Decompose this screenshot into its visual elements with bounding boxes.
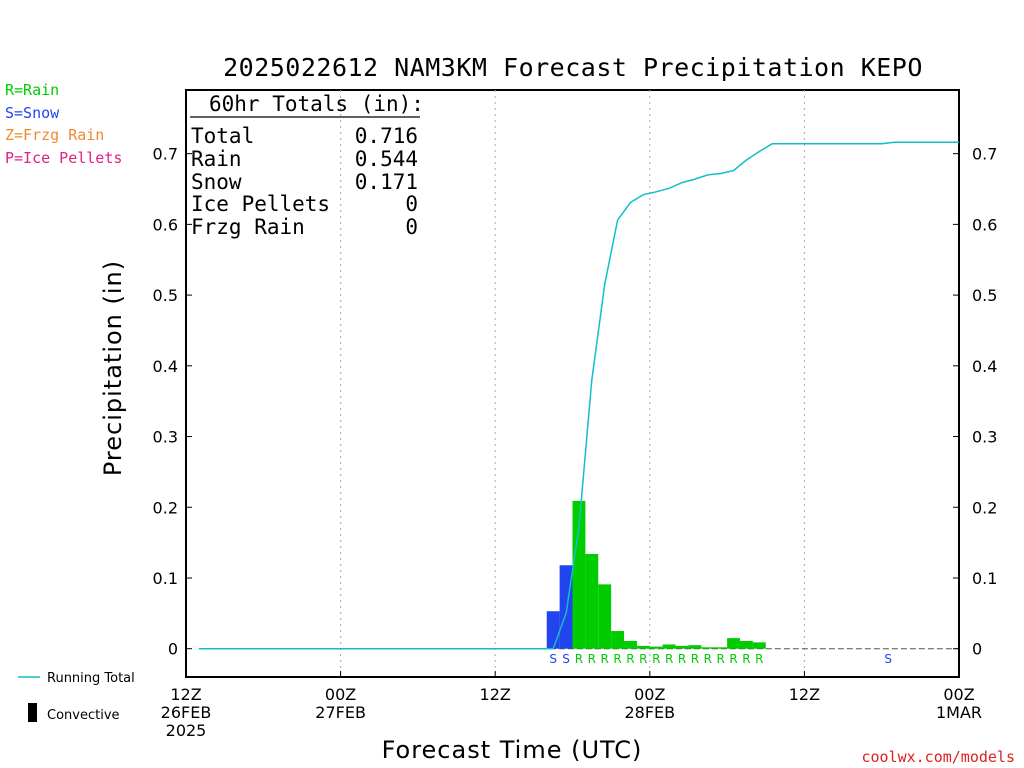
totals-row-label: Snow [191, 170, 242, 194]
y-tick-label-right: 0.1 [972, 569, 997, 588]
precip-type-marker: R [588, 652, 596, 666]
totals-row-value: 0.544 [355, 147, 418, 171]
y-tick-label-right: 0 [972, 640, 982, 659]
snow-bar [546, 611, 560, 649]
precip-type-legend: R=Rain S=Snow Z=Frzg Rain P=Ice Pellets [5, 81, 122, 167]
precip-type-marker: R [652, 652, 660, 666]
precip-type-marker: R [575, 652, 583, 666]
precip-type-marker: R [601, 652, 609, 666]
convective-legend-label: Convective [47, 708, 120, 723]
rain-bar [675, 645, 689, 649]
precip-type-marker: R [626, 652, 634, 666]
legend-snow: S=Snow [5, 104, 60, 122]
y-tick-label-right: 0.4 [972, 357, 997, 376]
convective-legend-swatch [28, 703, 37, 722]
y-tick-label-left: 0.7 [153, 145, 178, 164]
series-legend: Running Total Convective [18, 671, 135, 723]
precip-type-marker: R [691, 652, 699, 666]
precip-type-marker: S [562, 652, 570, 666]
precip-type-marker: R [639, 652, 647, 666]
totals-row-label: Ice Pellets [191, 192, 330, 216]
totals-row-label: Frzg Rain [191, 215, 305, 239]
precip-type-marker: R [755, 652, 763, 666]
legend-rain: R=Rain [5, 81, 59, 99]
rain-bar [572, 500, 586, 649]
precip-type-marker: R [742, 652, 750, 666]
totals-row-label: Total [191, 124, 254, 148]
precip-type-marker: S [884, 652, 892, 666]
running-total-polyline [198, 141, 959, 650]
x-tick-label: 12Z [480, 685, 511, 704]
rain-bar [649, 646, 663, 649]
y-tick-label-left: 0.5 [153, 286, 178, 305]
totals-row-label: Rain [191, 147, 242, 171]
totals-row-value: 0 [405, 215, 418, 239]
x-tick-label: 2025 [166, 721, 207, 740]
y-tick-label-left: 0.1 [153, 569, 178, 588]
totals-row-value: 0.716 [355, 124, 418, 148]
y-tick-label-right: 0.5 [972, 286, 997, 305]
y-tick-label-right: 0.7 [972, 145, 997, 164]
running-total-legend-label: Running Total [47, 671, 135, 686]
totals-row-value: 0.171 [355, 170, 418, 194]
legend-ice-pellets: P=Ice Pellets [5, 149, 122, 167]
rain-bar [727, 638, 740, 649]
x-axis-label: Forecast Time (UTC) [382, 736, 643, 764]
precip-type-marker: R [729, 652, 737, 666]
x-tick-label: 00Z [634, 685, 665, 704]
y-axis-ticks: 0 00.1 0.10.2 0.20.3 0.30.4 0.40.5 0.50.6 0.60.… [153, 145, 998, 659]
x-tick-label: 28FEB [624, 703, 675, 722]
rain-bar [739, 640, 753, 649]
rain-bar [688, 645, 702, 649]
y-tick-label-right: 0.2 [972, 498, 997, 517]
running-total-line [198, 141, 959, 650]
rain-bar [662, 644, 676, 649]
rain-bar [585, 553, 599, 649]
vertical-gridlines [340, 90, 805, 677]
rain-bar [636, 645, 650, 649]
rain-bar [714, 647, 728, 649]
y-tick-label-left: 0 [168, 640, 178, 659]
precip-type-marker: R [665, 652, 673, 666]
y-axis-label: Precipitation (in) [99, 260, 127, 476]
y-tick-label-left: 0.4 [153, 357, 178, 376]
x-tick-label: 12Z [789, 685, 820, 704]
precip-type-marker: R [704, 652, 712, 666]
totals-heading: 60hr Totals (in): [209, 92, 424, 116]
precip-type-marker: S [549, 652, 557, 666]
rain-bar [624, 640, 637, 649]
precip-type-marker: R [716, 652, 724, 666]
rain-bar [701, 647, 715, 649]
plot-frame [185, 89, 960, 678]
chart-title: 2025022612 NAM3KM Forecast Precipitation… [223, 53, 923, 82]
rain-bar [752, 642, 766, 649]
x-tick-label: 27FEB [315, 703, 366, 722]
y-tick-label-left: 0.6 [153, 215, 178, 234]
legend-frzg-rain: Z=Frzg Rain [5, 126, 104, 144]
precip-type-marker: R [678, 652, 686, 666]
snow-bar [559, 565, 573, 649]
y-tick-label-right: 0.6 [972, 215, 997, 234]
x-tick-label: 00Z [943, 685, 974, 704]
rain-bar [611, 631, 625, 649]
x-tick-label: 1MAR [936, 703, 982, 722]
credit-text: coolwx.com/models [861, 748, 1015, 766]
x-tick-label: 00Z [325, 685, 356, 704]
y-tick-label-left: 0.2 [153, 498, 178, 517]
totals-box: 60hr Totals (in): Total 0.716 Rain 0.544… [190, 92, 424, 239]
y-tick-label-right: 0.3 [972, 428, 997, 447]
totals-row-value: 0 [405, 192, 418, 216]
y-tick-label-left: 0.3 [153, 428, 178, 447]
x-tick-label: 26FEB [161, 703, 212, 722]
precip-type-marker: R [613, 652, 621, 666]
rain-bar [598, 584, 612, 649]
x-tick-label: 12Z [170, 685, 201, 704]
